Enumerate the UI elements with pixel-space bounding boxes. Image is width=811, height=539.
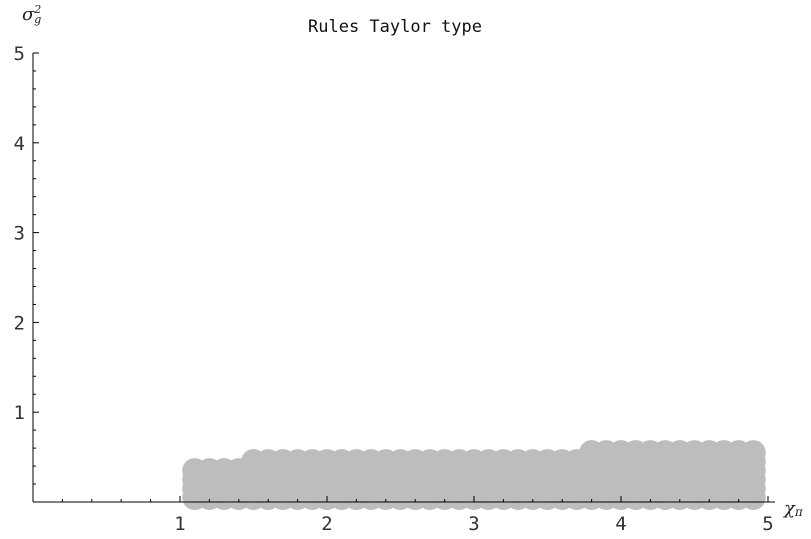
data-point <box>740 440 766 466</box>
x-tick-label: 2 <box>321 513 332 535</box>
y-tick-label: 1 <box>14 402 25 424</box>
y-tick-label: 3 <box>14 223 25 245</box>
x-tick-label: 3 <box>468 513 479 535</box>
axis-ticks: 1 2 3 4 5 1 2 3 4 5 <box>14 43 774 535</box>
y-tick-label: 4 <box>14 133 25 155</box>
x-tick-label: 1 <box>174 513 185 535</box>
chart-title: Rules Taylor type <box>308 17 482 37</box>
x-tick-label: 4 <box>615 513 626 535</box>
x-axis-label: χπ <box>782 498 804 519</box>
data-points <box>182 440 766 510</box>
y-tick-label: 5 <box>14 43 25 65</box>
x-tick-label: 5 <box>762 513 773 535</box>
y-axis-label: σ2 g <box>22 3 41 26</box>
y-tick-label: 2 <box>14 312 25 334</box>
